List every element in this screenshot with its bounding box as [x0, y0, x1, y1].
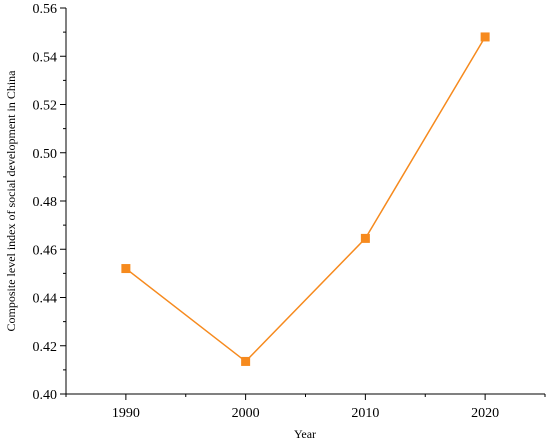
y-tick-label: 0.42 [33, 340, 58, 355]
series-line [125, 36, 486, 363]
data-point-2010 [360, 233, 370, 243]
x-axis-title: Year [294, 427, 316, 441]
y-tick-label: 0.46 [33, 243, 58, 258]
y-tick-label: 0.40 [33, 388, 58, 403]
data-point-2000 [241, 356, 251, 366]
x-tick-label: 2000 [232, 406, 260, 421]
y-tick-label: 0.56 [33, 2, 58, 17]
series-layer [121, 32, 490, 366]
y-tick-label: 0.54 [33, 50, 58, 65]
y-axis-title: Composite level index of social developm… [4, 70, 18, 332]
y-tick-label: 0.50 [33, 147, 58, 162]
y-tick-label: 0.44 [33, 292, 58, 307]
y-tick-label: 0.48 [33, 195, 58, 210]
x-ticks: 1990 2000 2010 2020 [65, 394, 546, 421]
data-point-1990 [121, 264, 131, 274]
x-tick-label: 2010 [351, 406, 379, 421]
y-ticks: 0.40 0.42 0.44 0.46 0.48 0.50 0.52 0.54 0.56 [33, 2, 66, 403]
axes [65, 8, 545, 395]
y-tick-label: 0.52 [33, 99, 58, 114]
data-point-2020 [480, 32, 490, 42]
x-tick-label: 1990 [112, 406, 140, 421]
x-tick-label: 2020 [471, 406, 499, 421]
